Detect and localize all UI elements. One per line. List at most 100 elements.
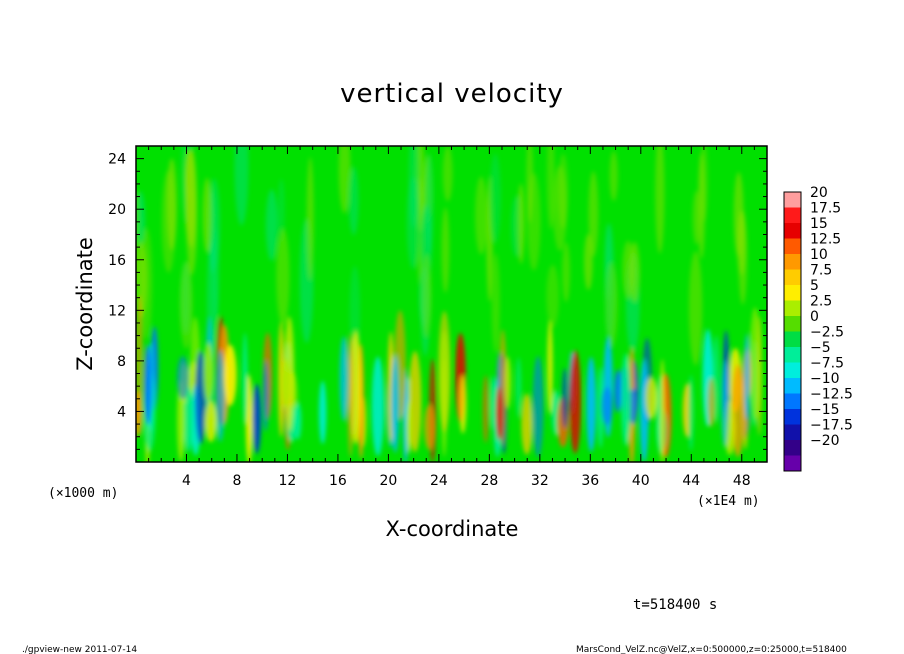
colorbar-label: −20	[810, 433, 840, 449]
field-background	[136, 146, 767, 462]
field-streak	[348, 166, 359, 235]
field-plume	[278, 322, 285, 438]
colorbar-swatch	[784, 378, 801, 394]
field-plume	[406, 399, 412, 454]
colorbar-label: 7.5	[810, 263, 832, 279]
field-streak	[588, 171, 599, 257]
field-streak	[276, 228, 290, 326]
x-axis: 4 8 12 16 20 24 28 32 36 40 44 48	[148, 146, 755, 489]
field-plume	[659, 358, 665, 462]
colorbar-label: −17.5	[810, 418, 853, 434]
y-axis-label: Z-coordinate	[73, 237, 97, 371]
colorbar-label: 5	[810, 278, 819, 294]
y-axis: 4 8 12 16 20 24	[108, 152, 767, 450]
field-plume	[252, 383, 262, 454]
x-unit-left: (×1000 m)	[48, 486, 118, 501]
field-streak	[655, 146, 665, 254]
field-streak	[562, 242, 571, 302]
field-plume	[586, 356, 597, 452]
x-tick-label: 40	[632, 473, 650, 489]
x-tick-label: 8	[232, 473, 241, 489]
colorbar-swatch	[784, 192, 801, 208]
x-tick-label: 12	[279, 473, 297, 489]
field-plume	[136, 294, 143, 419]
field-plume	[515, 357, 522, 418]
field-streak	[442, 146, 453, 202]
field-plume	[688, 374, 694, 451]
field-plume	[423, 404, 436, 450]
field-streak	[688, 251, 703, 366]
field-plume	[490, 375, 496, 430]
colorbar-swatch	[784, 455, 801, 472]
x-axis-label: X-coordinate	[386, 517, 519, 541]
field-streak	[136, 189, 140, 289]
colorbar-label: 0	[810, 309, 819, 325]
colorbar-swatch	[784, 424, 801, 441]
velocity-field	[136, 146, 767, 462]
footer-left: ./gpview-new 2011-07-14	[22, 645, 137, 654]
time-annotation: t=518400 s	[633, 597, 717, 613]
colorbar-label: 20	[810, 185, 828, 201]
field-streak	[188, 188, 196, 250]
field-plume	[569, 350, 581, 454]
field-plume	[242, 332, 248, 425]
field-plume	[339, 336, 349, 422]
field-plume	[749, 307, 761, 421]
colorbar-swatch	[784, 316, 801, 332]
field-plume	[744, 333, 750, 420]
colorbar-label: 15	[810, 216, 828, 232]
field-plume	[629, 388, 638, 425]
colorbar-frame	[783, 191, 802, 472]
field-plume	[620, 353, 632, 446]
field-plume	[547, 319, 553, 414]
x-tick-label: 16	[329, 473, 347, 489]
field-plume	[204, 400, 217, 443]
colorbar-label: −15	[810, 402, 840, 418]
x-tick-label: 36	[581, 473, 599, 489]
field-streak	[609, 151, 618, 202]
field-streak	[700, 146, 708, 223]
field-plume	[391, 354, 400, 453]
field-plume	[532, 356, 544, 458]
field-plume	[459, 375, 467, 434]
colorbar-swatch	[784, 207, 801, 224]
x-tick-label: 24	[430, 473, 448, 489]
colorbar-swatch	[784, 440, 801, 456]
field-streak	[622, 240, 635, 300]
colorbar-label: −12.5	[810, 387, 853, 403]
colorbar-label: −2.5	[810, 325, 844, 341]
field-streak	[558, 153, 569, 229]
field-streak	[179, 261, 193, 349]
colorbar-swatch	[784, 300, 801, 317]
y-tick-label: 8	[117, 354, 126, 370]
colorbar-label: 10	[810, 247, 828, 263]
field-streak	[277, 178, 285, 242]
y-tick-label: 20	[108, 202, 126, 218]
field-plume	[262, 360, 269, 432]
colorbar-label: 2.5	[810, 294, 832, 310]
field-plume	[601, 387, 613, 425]
field-streak	[421, 254, 432, 338]
field-streak	[692, 190, 701, 245]
field-streak	[306, 157, 314, 281]
field-plume	[597, 366, 604, 449]
colorbar-label: −10	[810, 371, 840, 387]
field-streak	[475, 176, 488, 255]
x-tick-label: 4	[182, 473, 191, 489]
field-streak	[425, 154, 434, 254]
y-tick-label: 12	[108, 303, 126, 319]
colorbar-label: 17.5	[810, 201, 841, 217]
field-plume	[347, 333, 354, 458]
x-tick-label: 44	[682, 473, 700, 489]
field-streak	[517, 183, 525, 264]
field-streak	[265, 189, 278, 261]
field-plume	[561, 367, 569, 429]
colorbar-label: −5	[810, 340, 831, 356]
field-plume	[721, 359, 729, 447]
y-tick-label: 4	[117, 404, 126, 420]
field-streak	[441, 207, 450, 293]
field-plume	[371, 356, 385, 457]
x-tick-label: 28	[480, 473, 498, 489]
field-plume	[203, 342, 214, 403]
